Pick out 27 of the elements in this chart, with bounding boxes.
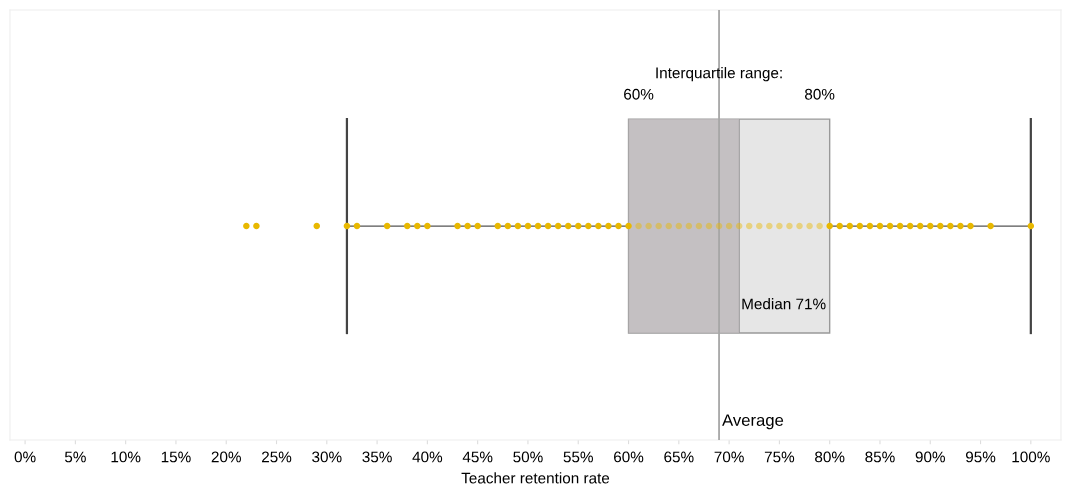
x-tick-label: 30%: [312, 451, 342, 463]
x-tick-label: 35%: [362, 451, 392, 463]
annotation: Interquartile range:: [656, 67, 782, 82]
annotation: 80%: [805, 88, 835, 100]
x-tick-label: 20%: [211, 451, 241, 463]
x-tick-label: 90%: [915, 451, 945, 463]
x-tick-label: 65%: [664, 451, 694, 463]
x-tick-label: 55%: [563, 451, 593, 463]
x-tick-label: 15%: [161, 451, 191, 463]
x-tick-label: 10%: [111, 451, 141, 463]
annotation: 60%: [624, 88, 654, 100]
ref-line-label: Average: [722, 414, 784, 430]
x-axis-title: Teacher retention rate: [461, 472, 610, 484]
x-tick-label: 40%: [412, 451, 443, 463]
x-tick-label: 75%: [764, 451, 795, 463]
annotation: Median 71%: [742, 298, 826, 310]
x-tick-label: 5%: [64, 451, 86, 463]
x-tick-label: 95%: [965, 451, 996, 463]
x-tick-label: 100%: [1012, 451, 1050, 463]
x-tick-label: 25%: [262, 451, 292, 463]
x-tick-label: 45%: [462, 451, 493, 463]
x-tick-label: 50%: [513, 451, 543, 463]
x-tick-label: 85%: [865, 451, 895, 463]
x-tick-label: 60%: [614, 451, 644, 463]
x-tick-label: 0%: [14, 451, 36, 463]
x-tick-label: 80%: [815, 451, 845, 463]
x-tick-label: 70%: [714, 451, 744, 463]
